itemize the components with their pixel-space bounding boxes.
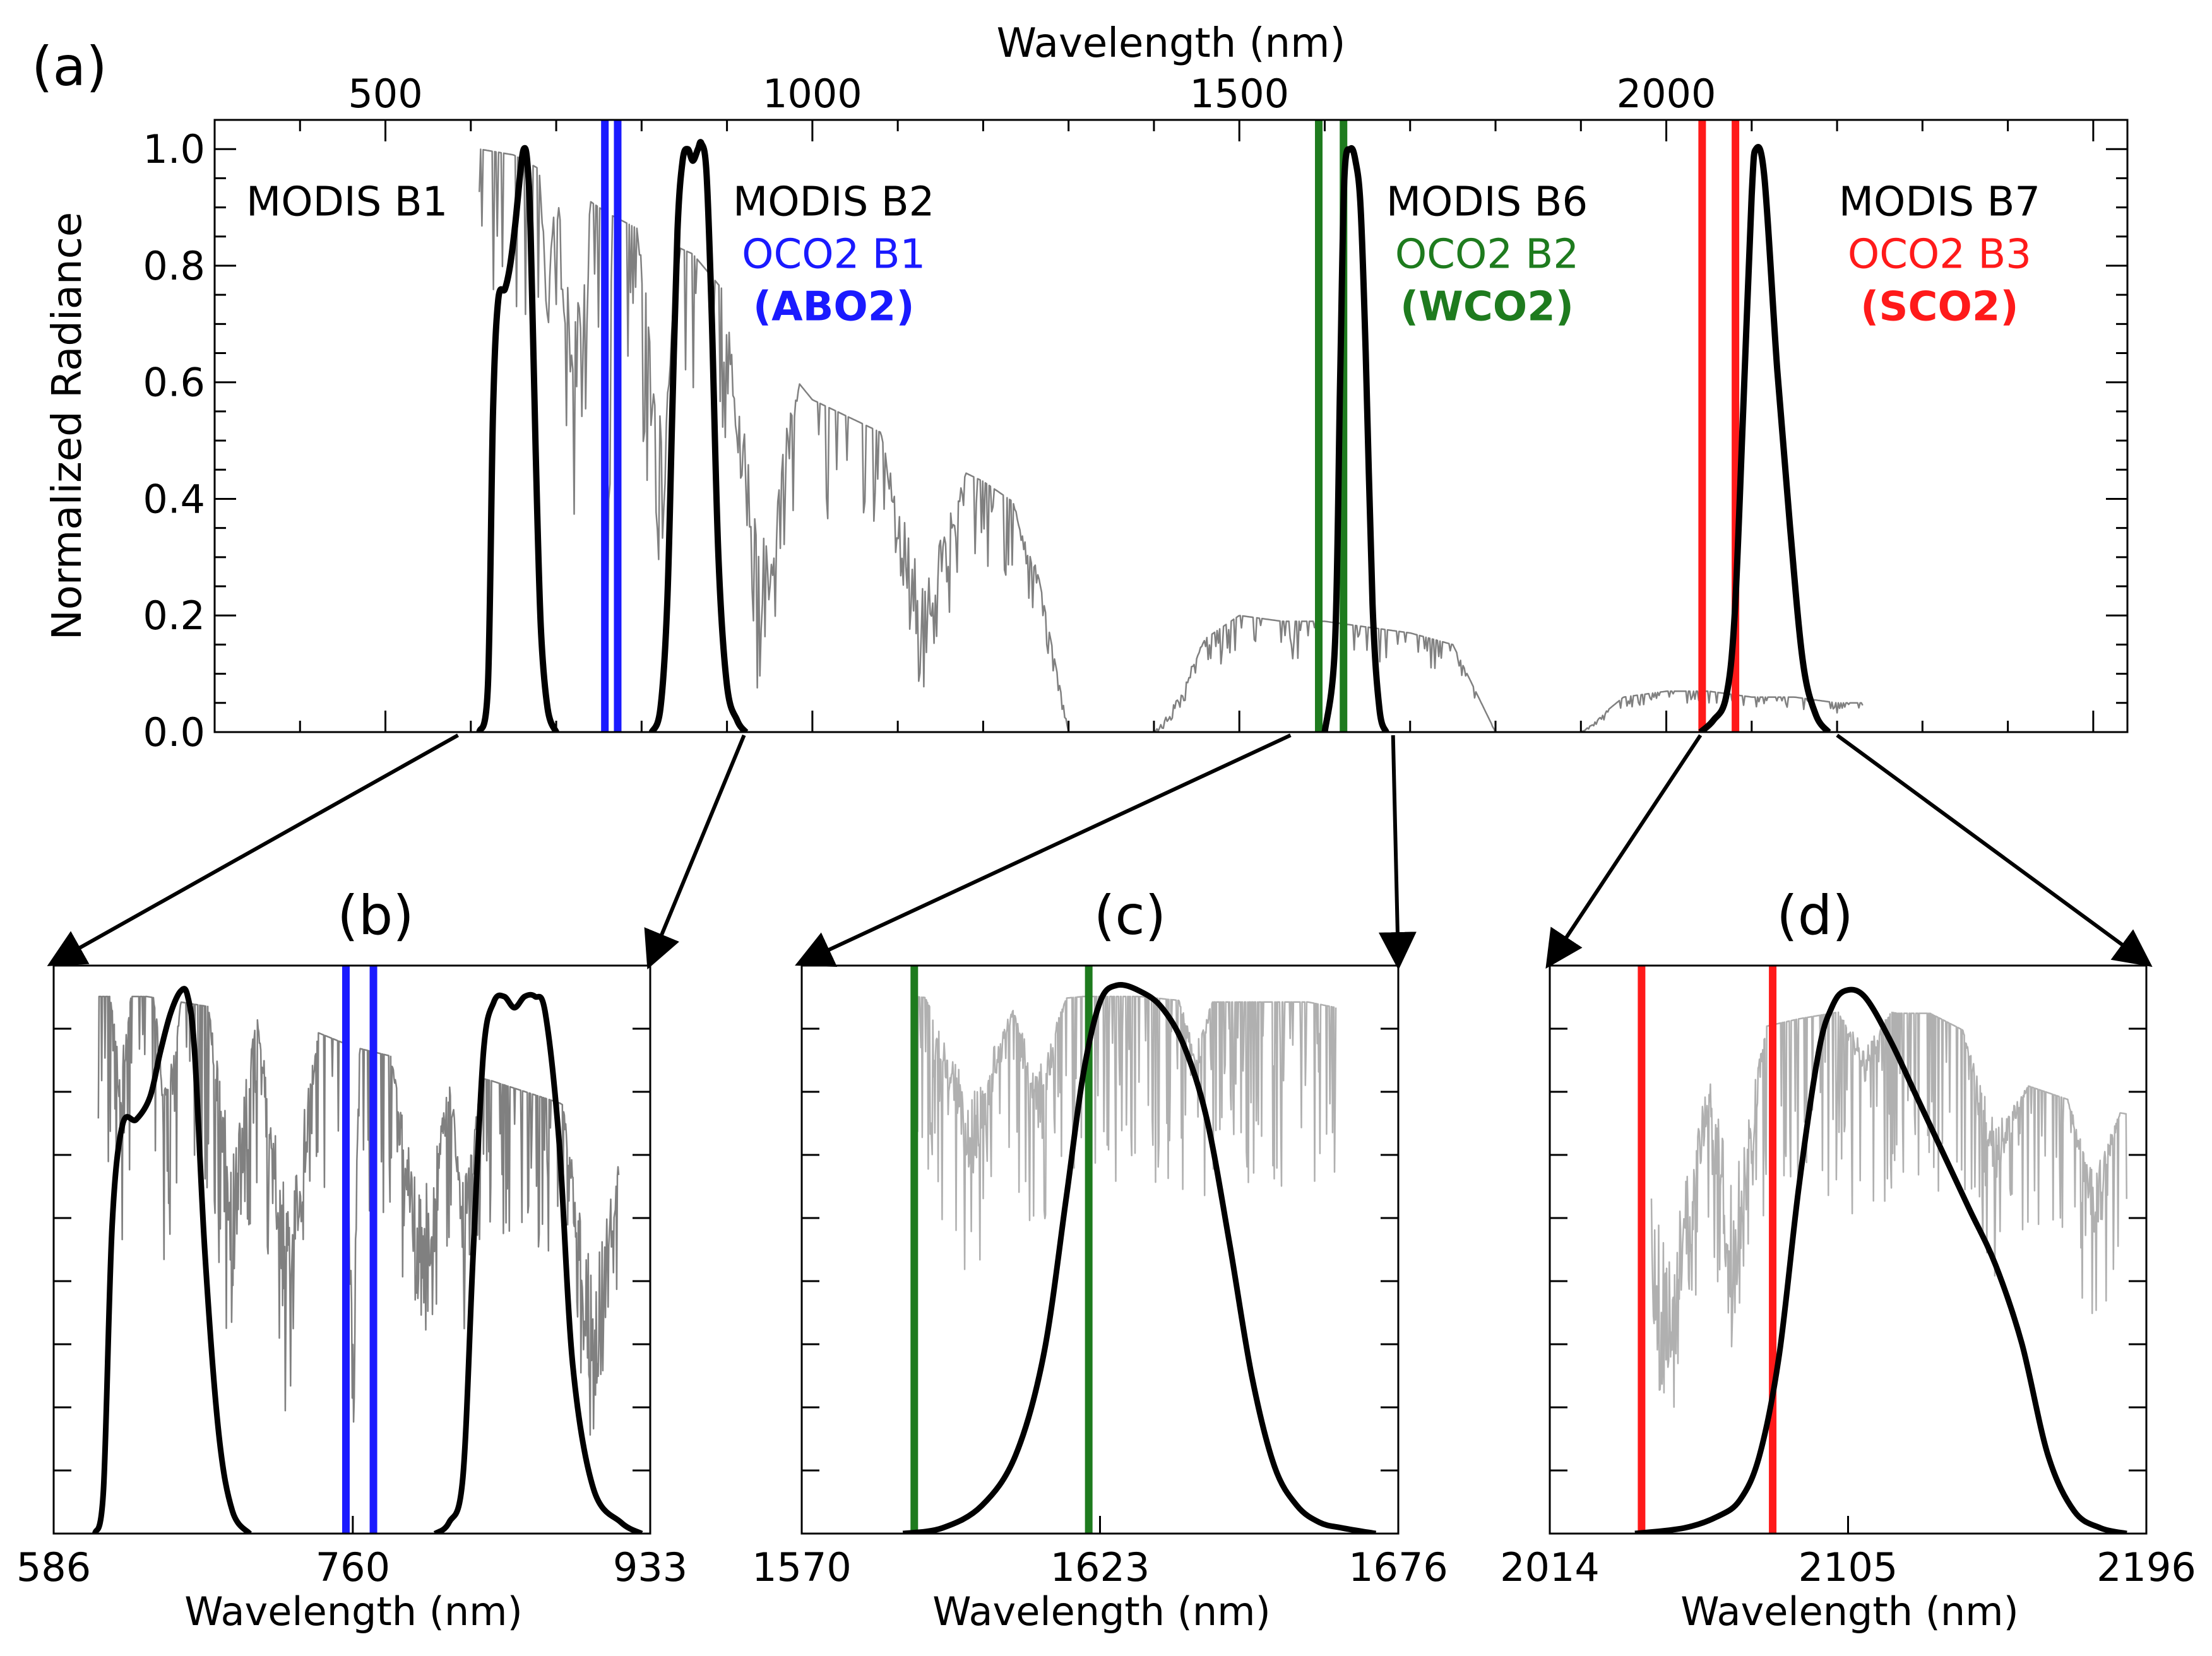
panel-d-srf-line-1 [1634,986,2127,1534]
panel-a-ytick-label: 0.2 [143,593,205,639]
panel-a-srf-line-1 [476,145,559,732]
panel-a: (a) Wavelength (nm) Normalized Radiance … [32,20,2129,755]
panel-a-annotation-0: MODIS B1 [246,179,448,225]
zoom-connectors [47,733,2153,970]
panel-a-ytick-label: 0.0 [143,709,205,755]
panel-b-srf-line-1 [92,986,253,1534]
panel-a-annotations: MODIS B1 MODIS B2 OCO2 B1 (ABO2) MODIS B6 OCO… [246,179,2040,330]
panel-a-srf-line-4 [1698,144,1831,732]
panel-a-annotation-8: OCO2 B3 [1848,231,2031,278]
zoom-arrow-3 [1378,735,1417,970]
panel-d-radiance-line [1650,1011,2128,1408]
panel-b-srf-line-2 [433,991,643,1534]
panel-c-xlabel: Wavelength (nm) [932,1588,1271,1635]
panel-a-annotation-1: MODIS B2 [733,179,934,225]
zoom-arrow-1 [644,734,746,970]
panel-b-label: (b) [337,884,414,947]
panel-a-xtick-label: 1000 [763,71,862,117]
panel-c-plot-area [902,966,1377,1534]
panel-a-xtick-label: 2000 [1617,71,1716,117]
panel-c-xtick-label: 1676 [1348,1544,1448,1590]
panel-a-ytick-label: 0.4 [143,476,205,522]
panel-c-srf-line-1 [902,982,1377,1534]
panel-c-label: (c) [1094,884,1166,947]
panel-a-xtick-label: 500 [348,71,422,117]
panel-d-xtick-label: 2105 [1799,1544,1898,1590]
zoom-arrow-2 [795,733,1292,967]
panel-b-xtick-label: 760 [316,1544,390,1590]
panel-a-annotation-3: (ABO2) [753,284,915,331]
panel-a-annotation-6: (WCO2) [1400,284,1574,331]
panel-a-frame [213,119,2129,733]
panel-a-srf-line-3 [1321,145,1389,732]
panel-c-xtick-label: 1570 [752,1544,852,1590]
panel-c: (c) Wavelength (nm) 1570 1623 1676 [752,884,1448,1635]
zoom-arrow-4 [1545,734,1703,969]
panel-d-plot-area [1634,966,2128,1534]
panel-a-annotation-2: OCO2 B1 [742,231,925,278]
panel-a-xtick-labels: 500 1000 1500 2000 [348,71,1716,117]
panel-a-srf-layer [476,139,1831,732]
panel-b: (b) Wavelength (nm) 586 760 933 [16,884,687,1635]
panel-d-xlabel: Wavelength (nm) [1680,1588,2019,1635]
panel-a-ylabel: Normalized Radiance [44,212,91,640]
panel-c-radiance-line [914,995,1337,1270]
panel-a-xtick-label: 1500 [1189,71,1289,117]
panel-d-xtick-label: 2196 [2096,1544,2196,1590]
panel-b-plot-area [92,966,643,1534]
zoom-arrow-5 [1836,733,2153,967]
panel-b-xtick-label: 586 [16,1544,91,1590]
panel-c-xtick-label: 1623 [1050,1544,1150,1590]
panel-d-label: (d) [1776,884,1853,947]
panel-b-radiance-line [97,995,620,1436]
panel-a-srf-line-2 [648,139,749,732]
panel-b-xtick-label: 933 [613,1544,687,1590]
panel-a-annotation-9: (SCO2) [1860,284,2019,331]
panel-a-annotation-5: OCO2 B2 [1395,231,1579,278]
panel-a-ytick-label: 0.6 [143,360,205,406]
panel-a-label: (a) [32,35,107,98]
panel-b-xlabel: Wavelength (nm) [184,1588,523,1635]
panel-a-ytick-label: 0.8 [143,243,205,289]
panel-a-ytick-label: 1.0 [143,126,205,172]
panel-a-annotation-7: MODIS B7 [1839,179,2040,225]
panel-a-annotation-4: MODIS B6 [1386,179,1588,225]
zoom-arrow-0 [47,733,459,966]
panel-a-ticks [215,120,2127,733]
panel-a-ytick-labels: 0.0 0.2 0.4 0.6 0.8 1.0 [143,126,205,755]
panel-d: (d) Wavelength (nm) 2014 2105 2196 [1500,884,2196,1635]
panel-a-xlabel: Wavelength (nm) [997,20,1346,67]
panel-d-xtick-label: 2014 [1500,1544,1600,1590]
